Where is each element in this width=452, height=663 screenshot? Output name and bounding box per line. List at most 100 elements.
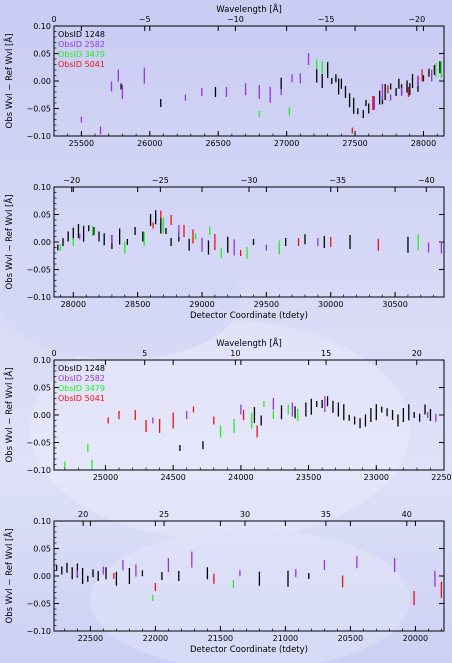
y-tick-label: 0.10 [33,22,51,31]
y-tick-label: −0.10 [26,132,51,141]
x-tick-label: 28000 [61,300,86,309]
series-2582 [80,53,433,135]
y-axis-label: Obs Wvl − Ref Wvl [Å] [3,529,15,624]
top-axis-label: Wavelength [Å] [216,337,282,349]
y-axis-label: Obs Wvl − Ref Wvl [Å] [3,195,15,290]
y-tick-label: 0.10 [33,356,51,365]
top-tick-label: 25 [159,510,169,519]
y-tick-label: 0.05 [33,50,51,59]
y-axis-label: Obs Wvl − Ref Wvl [Å] [3,34,15,129]
top-tick-label: 5 [142,349,147,358]
top-axis-label: Wavelength [Å] [216,3,282,15]
top-tick-label: 40 [402,510,412,519]
top-tick-label: 20 [412,349,422,358]
series-3479 [258,59,442,117]
y-tick-label: 0.05 [33,211,51,220]
y-tick-label: 0.00 [33,411,51,420]
y-tick-label: −0.10 [26,466,51,475]
top-tick-label: −25 [152,176,169,185]
series-3479 [64,401,299,470]
top-tick-label: −30 [241,176,258,185]
series-2582 [76,551,436,587]
series-1248 [55,562,310,587]
top-tick-label: 15 [321,349,331,358]
series-1248 [120,61,441,118]
chart-panel-2: 28000 28500 29000 29500 30000 30500 −20 −25 −30 −… [3,176,445,321]
y-tick-label: −0.05 [26,105,51,114]
series-5041 [351,69,423,134]
x-tick-label: 24500 [160,473,185,482]
top-tick-label: −20 [63,176,80,185]
series-5041 [152,210,380,256]
top-tick-label: 0 [51,15,56,24]
y-tick-label: 0.05 [33,384,51,393]
top-tick-label: 30 [240,510,250,519]
top-tick-label: −10 [227,15,244,24]
legend-entry-1248: ObsID 1248 [58,30,105,39]
x-tick-label: 30000 [318,300,343,309]
x-tick-label: 21500 [208,634,233,643]
chart-panel-4: 22500 22000 21500 21000 20500 20000 20 25 30 35 40… [3,510,445,655]
chart-panel-3: 25000 24500 24000 23500 23000 22500 0 5 10 15 20 Wa… [3,337,452,482]
series-3479 [59,217,419,259]
series-2582 [152,396,437,424]
x-tick-label: 25500 [69,139,94,148]
x-tick-label: 27500 [342,139,367,148]
x-axis-label: Detector Coordinate (tdety) [190,645,308,655]
legend-entry-5041: ObsID 5041 [58,394,105,403]
top-tick-label: −35 [329,176,346,185]
series-1248 [179,396,432,451]
y-tick-label: −0.05 [26,266,51,275]
series-1248 [57,210,409,255]
top-tick-label: 35 [321,510,331,519]
y-tick-label: 0.05 [33,545,51,554]
x-tick-label: 28500 [125,300,150,309]
x-tick-label: 25000 [93,473,118,482]
y-tick-label: −0.05 [26,439,51,448]
series-5041 [107,406,258,438]
x-tick-label: 21000 [273,634,298,643]
x-tick-label: 24000 [228,473,253,482]
series-3479 [152,580,235,601]
plot-frame [53,25,445,137]
legend-entry-2582: ObsID 2582 [58,374,105,383]
y-axis-label: Obs Wvl − Ref Wvl [Å] [3,368,15,463]
x-axis-label: Detector Coordinate (tdety) [190,311,308,321]
y-tick-label: 0.00 [33,572,51,581]
x-tick-label: 28000 [411,139,436,148]
y-tick-label: 0.00 [33,238,51,247]
legend-entry-3479: ObsID 3479 [58,50,105,59]
x-tick-label: 20000 [403,634,428,643]
y-tick-label: −0.10 [26,627,51,636]
x-tick-label: 22000 [143,634,168,643]
legend-entry-2582: ObsID 2582 [58,40,105,49]
top-tick-label: 20 [78,510,88,519]
top-tick-label: −15 [318,15,335,24]
top-tick-label: −5 [139,15,151,24]
x-tick-label: 23500 [296,473,321,482]
x-tick-label: 20500 [338,634,363,643]
top-tick-label: 10 [230,349,240,358]
x-tick-label: 23000 [364,473,389,482]
x-tick-label: 26500 [205,139,230,148]
x-tick-label: 29000 [189,300,214,309]
legend-entry-5041: ObsID 5041 [58,60,105,69]
y-tick-label: −0.05 [26,600,51,609]
y-tick-label: 0.10 [33,183,51,192]
y-tick-label: 0.00 [33,77,51,86]
y-tick-label: 0.10 [33,517,51,526]
x-tick-label: 27000 [274,139,299,148]
x-tick-label: 29500 [254,300,279,309]
x-tick-label: 26000 [137,139,162,148]
series-5041 [113,573,443,605]
x-tick-label: 22500 [431,473,452,482]
chart-panels: 25500 26000 26500 27000 27500 28000 0 −5 −10 −15 −… [3,3,452,655]
top-tick-label: −40 [418,176,435,185]
top-tick-label: −20 [408,15,425,24]
legend-entry-3479: ObsID 3479 [58,384,105,393]
legend-entry-1248: ObsID 1248 [58,364,105,373]
y-tick-label: −0.10 [26,293,51,302]
top-tick-label: 0 [51,349,56,358]
x-tick-label: 30500 [382,300,407,309]
